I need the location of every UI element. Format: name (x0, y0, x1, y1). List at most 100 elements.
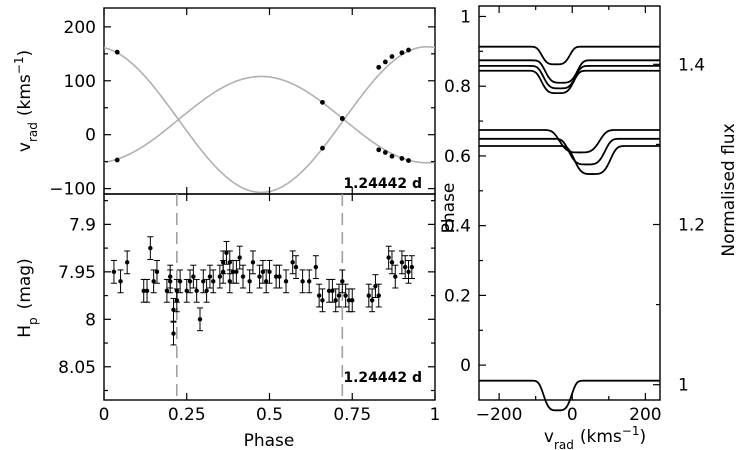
phot-point-49 (316, 293, 322, 298)
phot-point-40 (267, 269, 272, 275)
rv-ytick-label-1: 100 (64, 72, 96, 92)
rv-point-s1-7 (406, 158, 411, 163)
phot-point-0 (111, 269, 117, 275)
rv-point-s1-6 (399, 156, 405, 161)
phot-point-62 (376, 293, 381, 298)
phot-point-12 (171, 331, 176, 336)
phot-point-23 (207, 274, 213, 279)
profiles-xtick-label-0: −200 (476, 405, 523, 425)
rv-ytick-label-0: 200 (64, 18, 96, 38)
phot-point-29 (227, 279, 232, 284)
phot-point-42 (277, 274, 282, 279)
rv-point-s1-1 (320, 145, 325, 151)
phot-x-axis-title: Phase (244, 431, 295, 450)
rv-point-s0-5 (389, 54, 395, 59)
profiles-ytick-right-label-0: 1 (678, 376, 689, 396)
phot-point-14 (174, 298, 180, 303)
profiles-ytick-left-label-3: 0.6 (444, 147, 471, 167)
phot-point-50 (320, 298, 325, 303)
phot-point-5 (148, 245, 153, 251)
phot-xtick-label-1: 0.25 (168, 405, 206, 425)
rv-point-s1-2 (339, 116, 345, 121)
profiles-x-axis-title: vrad (kms−1) (544, 424, 646, 450)
phot-point-22 (204, 288, 209, 294)
profiles-ytick-left-label-0: 0 (460, 356, 471, 376)
phot-point-2 (124, 260, 130, 265)
phot-ytick-label-1: 7.95 (58, 263, 96, 283)
phot-point-58 (350, 298, 355, 303)
profiles-ytick-left-label-2: 0.4 (444, 217, 471, 237)
phot-ytick-label-0: 7.9 (69, 215, 96, 235)
phot-point-11 (171, 307, 176, 313)
phot-point-64 (389, 260, 395, 265)
rv-ytick-label-2: 0 (85, 126, 96, 146)
phot-xtick-label-0: 0 (99, 405, 110, 425)
phot-point-41 (273, 274, 279, 279)
profile-line-phase-0.91 (479, 45, 660, 66)
phot-point-65 (393, 274, 398, 279)
profiles-left-axis: 0 0.2 0.4 0.6 0.8 1 (444, 7, 486, 376)
profiles-right-axis: 1 1.2 1.4 (653, 55, 705, 396)
profile-line-phase-0.85 (479, 65, 660, 90)
phot-point-1 (118, 279, 123, 284)
rv-period-label: 1.24442 d (343, 176, 422, 192)
phot-ytick-label-2: 8 (85, 310, 96, 330)
phot-point-67 (403, 264, 408, 270)
phot-point-56 (343, 293, 348, 298)
phot-point-32 (234, 269, 239, 275)
rv-point-s0-0 (114, 49, 120, 55)
rv-data-points (114, 47, 411, 163)
phot-point-53 (333, 298, 338, 303)
phot-point-52 (330, 288, 335, 294)
phot-point-61 (373, 283, 378, 289)
profile-line-phase-0.83 (479, 69, 660, 95)
phot-point-55 (340, 279, 345, 284)
phot-point-63 (386, 255, 391, 260)
rv-x-ticks (103, 8, 436, 194)
phot-point-24 (211, 279, 216, 284)
phot-point-27 (220, 260, 226, 265)
rv-frame (103, 7, 436, 195)
phot-point-28 (224, 250, 229, 256)
rv-ytick-label-3: −100 (49, 180, 96, 200)
profiles-ytick-left-label-5: 1 (460, 7, 471, 27)
phot-point-46 (300, 279, 305, 284)
phot-xtick-label-3: 0.75 (333, 405, 371, 425)
phot-point-37 (257, 274, 262, 279)
phot-point-34 (240, 274, 246, 279)
phot-point-33 (237, 255, 242, 260)
phot-point-43 (283, 279, 289, 284)
phot-xtick-label-2: 0.5 (256, 405, 283, 425)
rv-y-axis-title: vrad(kms−1) (12, 50, 40, 152)
phot-y-axis-title: Hp(mag) (15, 258, 40, 337)
profiles-ytick-right-label-2: 1.4 (678, 55, 705, 75)
profiles-ytick-left-label-4: 0.8 (444, 77, 471, 97)
phot-point-59 (366, 293, 371, 298)
phot-x-axis: 0 0.25 0.5 0.75 1 (99, 194, 441, 425)
rv-point-s0-7 (406, 47, 411, 53)
profiles-left-axis-title: Phase (439, 183, 459, 234)
profile-line-phase-0.68 (479, 137, 660, 166)
phot-xtick-label-4: 1 (430, 405, 441, 425)
rv-model-curve-0 (103, 75, 436, 164)
phot-point-30 (227, 260, 232, 265)
profiles-right-axis-title: Normalised flux (719, 123, 736, 256)
phot-point-35 (247, 279, 252, 284)
rv-model-curves (103, 46, 436, 194)
phot-point-69 (409, 264, 415, 270)
phot-point-21 (201, 279, 206, 284)
phot-point-16 (184, 288, 189, 294)
phot-point-45 (293, 264, 299, 270)
profiles-panel: −200 0 200 0 0.2 0.4 0.6 0.8 1 1 1.2 1.4 vrad (kms… (439, 5, 736, 450)
phot-point-15 (177, 279, 183, 284)
phot-point-18 (191, 274, 196, 279)
phot-point-57 (346, 298, 352, 303)
profiles-xtick-label-2: 200 (629, 405, 661, 425)
phot-point-25 (217, 274, 223, 279)
profile-line-phase-0.72 (479, 129, 660, 154)
rv-point-s1-0 (114, 157, 120, 163)
phot-point-48 (313, 264, 319, 270)
phot-point-39 (263, 279, 269, 284)
profiles-xtick-label-1: 0 (567, 405, 578, 425)
